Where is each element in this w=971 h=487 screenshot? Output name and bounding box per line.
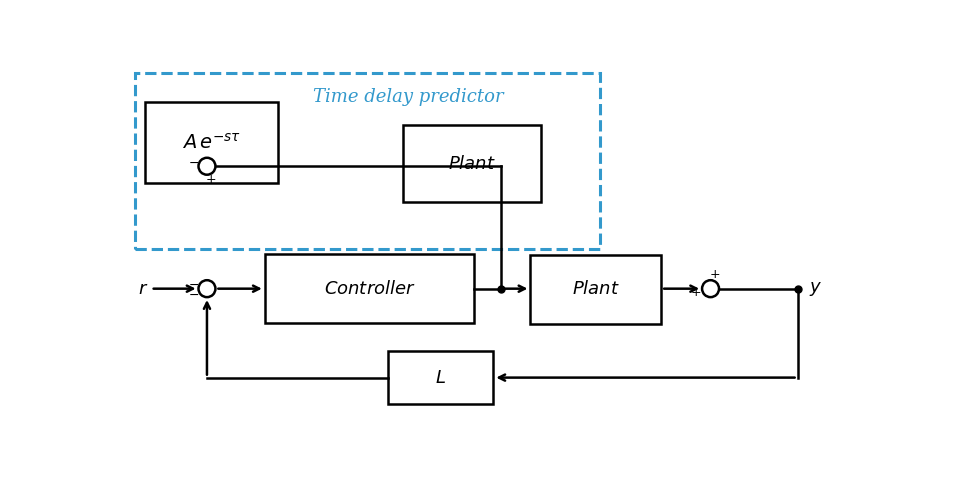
Text: $r$: $r$ bbox=[138, 280, 149, 298]
Bar bbox=[403, 126, 541, 203]
Text: $-$: $-$ bbox=[187, 278, 199, 291]
Bar bbox=[265, 254, 474, 323]
Text: $Controller$: $Controller$ bbox=[323, 280, 416, 298]
Text: $L$: $L$ bbox=[435, 369, 446, 387]
Bar bbox=[146, 102, 278, 183]
Text: $y$: $y$ bbox=[809, 280, 822, 298]
Circle shape bbox=[198, 158, 216, 175]
Text: $Plant$: $Plant$ bbox=[448, 155, 496, 173]
Text: $+$: $+$ bbox=[205, 173, 217, 186]
Circle shape bbox=[702, 280, 719, 297]
Bar bbox=[530, 255, 661, 324]
Text: $-$: $-$ bbox=[187, 287, 199, 300]
Text: Time delay predictor: Time delay predictor bbox=[314, 89, 504, 107]
Text: $+$: $+$ bbox=[709, 268, 720, 281]
Text: $Plant$: $Plant$ bbox=[572, 281, 619, 299]
Text: $+$: $+$ bbox=[690, 286, 701, 299]
Text: $-$: $-$ bbox=[187, 156, 199, 169]
Bar bbox=[135, 73, 600, 249]
Bar bbox=[387, 351, 493, 404]
Text: $A\,e^{-s\tau}$: $A\,e^{-s\tau}$ bbox=[182, 133, 241, 153]
Circle shape bbox=[198, 280, 216, 297]
